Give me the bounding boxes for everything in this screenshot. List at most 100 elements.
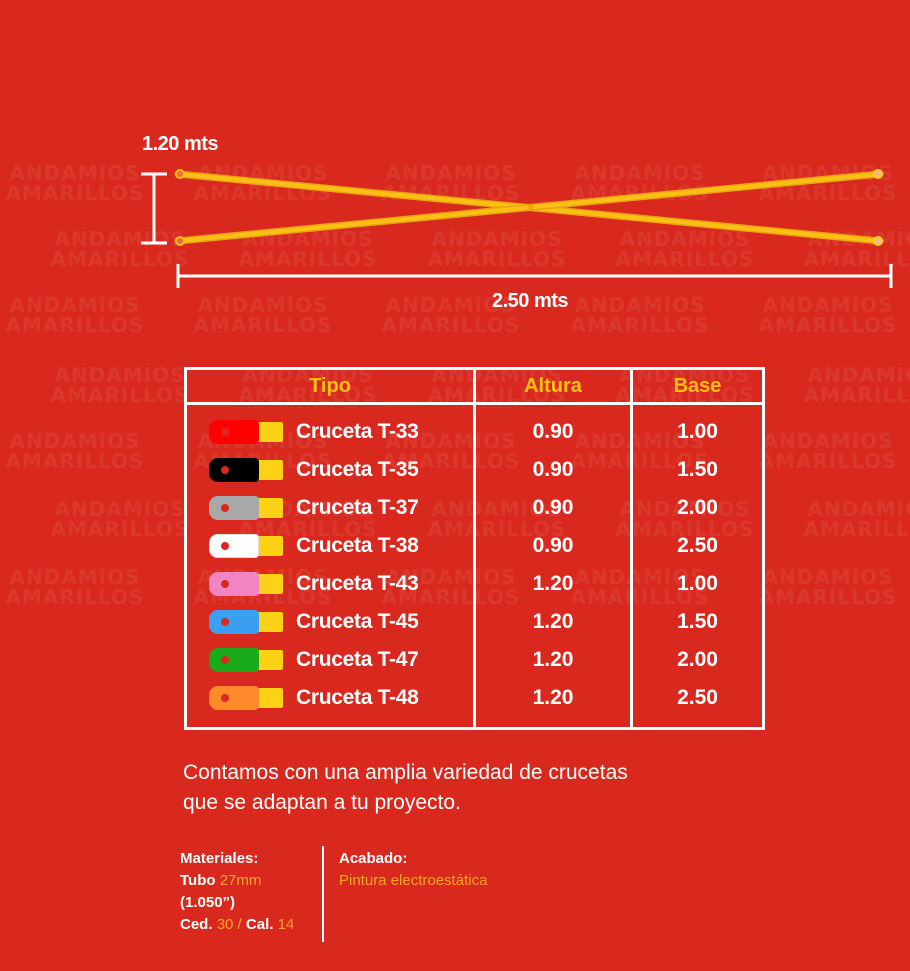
materials-tubo: Tubo 27mm [180,870,294,892]
cruceta-color-icon [207,534,285,558]
cell-altura: 1.20 [474,565,633,603]
width-dimension [176,264,893,288]
watermark-line-2: AMARILLOS [5,585,145,609]
cruceta-color-icon [207,458,285,482]
cell-tipo: Cruceta T-35 [185,451,476,489]
cruceta-name: Cruceta T-37 [296,496,419,519]
cell-base: 2.50 [677,686,718,709]
description-line-1: Contamos con una amplia variedad de cruc… [183,761,628,784]
ced-value: 30 [216,916,234,933]
vertical-divider [322,846,324,942]
watermark-line-2: AMARILLOS [50,517,190,541]
table-body: Cruceta T-33 0.90 1.00 Cruceta T-35 0.90 1.50… [185,403,764,729]
table-header-row: Tipo Altura Base [185,368,764,405]
table-row: Cruceta T-47 1.20 2.00 [185,641,764,679]
height-dimension [141,172,167,245]
watermark-line-2: AMARILLOS [803,517,910,541]
cell-tipo: Cruceta T-33 [185,403,476,451]
watermark-line-1: ANDAMIOS [762,429,894,453]
header-base: Base [631,368,764,405]
width-label: 2.50 mts [492,290,569,312]
materials-title: Materiales: [180,850,259,867]
center-pin [528,204,534,210]
watermark-line-1: ANDAMIOS [807,497,910,521]
end-hole-icon [873,236,883,246]
cell-base: 1.00 [677,420,718,443]
description: Contamos con una amplia variedad de cruc… [183,758,783,818]
cell-base: 1.00 [677,572,718,595]
table-row: Cruceta T-43 1.20 1.00 [185,565,764,603]
cruceta-name: Cruceta T-33 [296,420,419,443]
cal-value: 14 [277,916,295,933]
cruceta-name: Cruceta T-35 [296,458,419,481]
table-row: Cruceta T-48 1.20 2.50 [185,679,764,729]
cross-brace-spec-table: Tipo Altura Base Cruceta T-33 0.90 1.00 Cru… [184,367,765,730]
cruceta-color-icon [207,496,285,520]
watermark-line-2: AMARILLOS [803,383,910,407]
end-hole-icon [175,169,185,179]
cruceta-color-icon [207,572,285,596]
watermark-line-1: ANDAMIOS [54,497,186,521]
cell-tipo: Cruceta T-38 [185,527,476,565]
ced-cal-separator: / [237,916,242,933]
ced-label: Ced. [180,916,213,933]
cross-brace-bars [174,169,884,246]
cell-tipo: Cruceta T-45 [185,603,476,641]
cell-altura: 1.20 [474,603,633,641]
cruceta-name: Cruceta T-48 [296,686,419,709]
watermark-line-2: AMARILLOS [758,585,898,609]
cell-tipo: Cruceta T-37 [185,489,476,527]
tubo-label: Tubo [180,872,216,889]
description-line-2: que se adaptan a tu proyecto. [183,791,461,814]
cell-altura: 1.20 [474,641,633,679]
cell-tipo: Cruceta T-43 [185,565,476,603]
cell-tipo: Cruceta T-47 [185,641,476,679]
watermark-line-2: AMARILLOS [50,383,190,407]
cruceta-color-icon [207,610,285,634]
cell-base: 1.50 [677,610,718,633]
materials-ced-cal: Ced. 30 / Cal. 14 [180,914,294,936]
watermark-line-1: ANDAMIOS [9,429,141,453]
finish-title: Acabado: [339,850,408,867]
watermark-line-2: AMARILLOS [5,449,145,473]
cell-altura: 1.20 [474,679,633,729]
finish-block: Acabado: Pintura electroestática [339,848,487,892]
end-hole-icon [873,169,883,179]
watermark-line-1: ANDAMIOS [807,363,910,387]
height-label: 1.20 mts [142,133,219,155]
table-row: Cruceta T-38 0.90 2.50 [185,527,764,565]
cross-brace-diagram [141,169,893,288]
watermark-line-1: ANDAMIOS [762,565,894,589]
cell-tipo: Cruceta T-48 [185,679,476,729]
cell-base: 2.00 [677,648,718,671]
table-row: Cruceta T-45 1.20 1.50 [185,603,764,641]
table-row: Cruceta T-37 0.90 2.00 [185,489,764,527]
header-altura: Altura [474,368,633,405]
tubo-value: 27mm [219,872,262,889]
cruceta-name: Cruceta T-47 [296,648,419,671]
cruceta-color-icon [207,648,285,672]
cruceta-name: Cruceta T-43 [296,572,419,595]
finish-value: Pintura electroestática [339,872,488,889]
cell-altura: 0.90 [474,527,633,565]
cell-base: 1.50 [677,458,718,481]
end-hole-icon [175,236,185,246]
cell-base: 2.00 [677,496,718,519]
watermark-line-1: ANDAMIOS [9,565,141,589]
cell-base: 2.50 [677,534,718,557]
tubo-inch: (1.050”) [180,894,236,911]
table-row: Cruceta T-33 0.90 1.00 [185,403,764,451]
cruceta-name: Cruceta T-38 [296,534,419,557]
watermark-line-1: ANDAMIOS [54,363,186,387]
header-tipo: Tipo [185,368,476,405]
watermark-line-2: AMARILLOS [758,449,898,473]
cruceta-color-icon [207,686,285,710]
